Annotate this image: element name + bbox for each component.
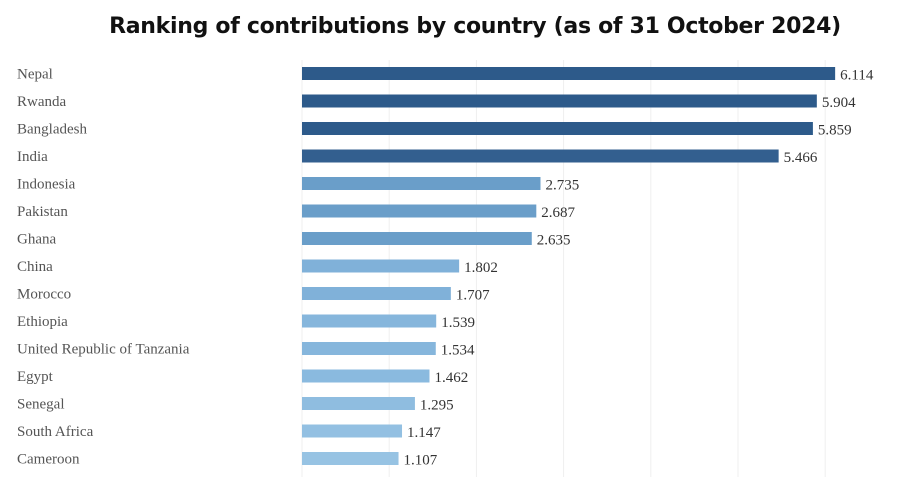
bar <box>302 232 532 245</box>
category-label: Rwanda <box>17 94 66 110</box>
data-label: 5.859 <box>818 123 852 139</box>
data-label: 1.534 <box>441 343 475 359</box>
category-label: United Republic of Tanzania <box>17 342 190 358</box>
category-label: Cameroon <box>17 452 80 468</box>
data-label: 1.147 <box>407 425 441 441</box>
bar <box>302 397 415 410</box>
data-label: 1.295 <box>420 398 454 414</box>
category-label: South Africa <box>17 424 94 440</box>
bar <box>302 94 817 108</box>
category-label: Ethiopia <box>17 314 68 330</box>
data-label: 1.802 <box>464 260 498 276</box>
bar <box>302 342 436 355</box>
data-label: 2.735 <box>545 178 579 194</box>
bar <box>302 424 403 438</box>
data-label: 1.539 <box>441 315 475 331</box>
category-label: Indonesia <box>17 177 76 193</box>
data-label: 1.107 <box>404 453 438 469</box>
data-label: 2.635 <box>537 233 571 249</box>
bar <box>302 314 437 328</box>
data-label: 2.687 <box>541 205 575 221</box>
bar <box>302 452 399 465</box>
data-label: 5.904 <box>822 95 856 111</box>
data-label: 6.114 <box>840 68 874 84</box>
data-label: 5.466 <box>784 150 818 166</box>
bar <box>302 67 836 80</box>
category-label: China <box>17 259 53 275</box>
data-label: 1.462 <box>434 370 468 386</box>
category-label: Bangladesh <box>17 122 87 138</box>
category-label: Morocco <box>17 287 71 303</box>
category-label: Pakistan <box>17 204 68 220</box>
category-label: Nepal <box>17 67 53 83</box>
bar <box>302 122 813 135</box>
category-label: Egypt <box>17 369 54 385</box>
chart-title: Ranking of contributions by country (as … <box>109 14 841 39</box>
bar <box>302 149 779 163</box>
bar <box>302 369 430 383</box>
bar <box>302 177 541 190</box>
category-label: India <box>17 149 48 165</box>
bar <box>302 287 451 300</box>
category-label: Ghana <box>17 232 56 248</box>
data-label: 1.707 <box>456 288 490 304</box>
bar <box>302 259 460 273</box>
bar <box>302 204 537 218</box>
category-label: Senegal <box>17 397 64 413</box>
